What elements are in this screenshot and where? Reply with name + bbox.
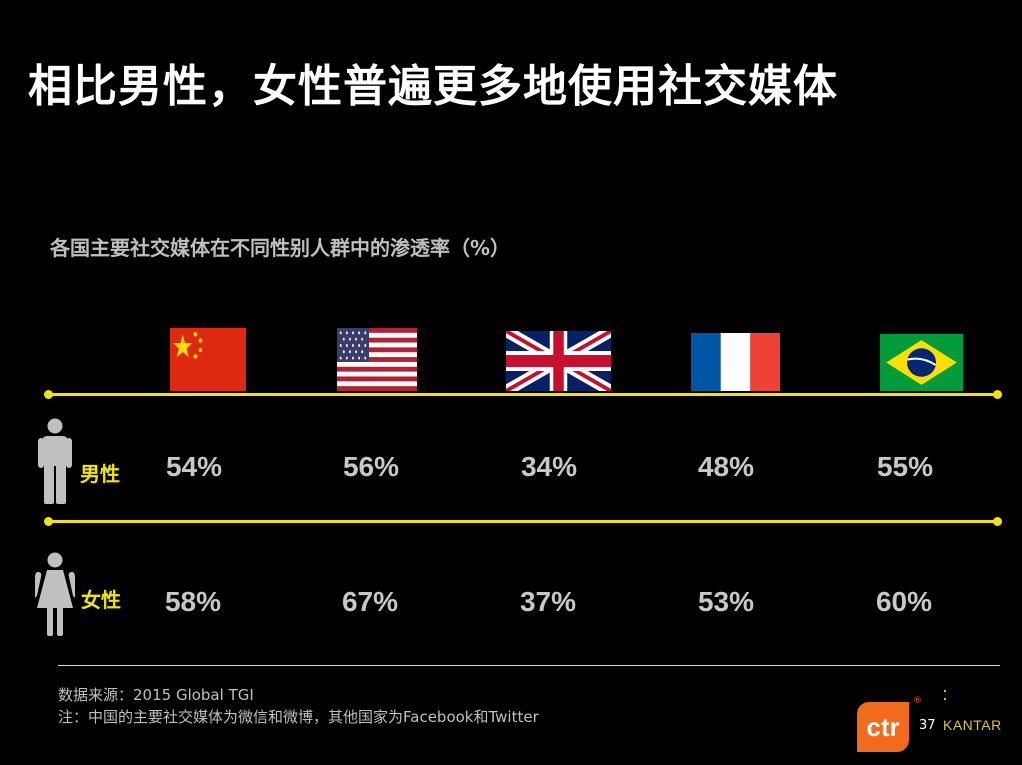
line-endpoint xyxy=(993,390,1002,399)
male-uk-value: 34% xyxy=(520,451,578,482)
male-usa-value: 56% xyxy=(342,451,400,482)
female-china-value: 58% xyxy=(164,586,222,617)
female-person-icon xyxy=(31,552,79,636)
male-brazil-value: 55% xyxy=(876,451,934,482)
france-flag xyxy=(691,333,780,391)
source-note: 数据来源：2015 Global TGI xyxy=(58,686,254,704)
brazil-flag xyxy=(880,334,963,391)
footnote: 注：中国的主要社交媒体为微信和微博，其他国家为Facebook和Twitter xyxy=(58,708,539,726)
male-person-icon xyxy=(37,418,73,506)
china-flag xyxy=(170,328,246,391)
kantar-dots xyxy=(944,690,946,706)
middle-divider-line xyxy=(49,520,998,523)
ctr-logo: ctr xyxy=(857,702,909,752)
footer-divider xyxy=(58,665,1000,666)
line-endpoint xyxy=(44,390,53,399)
page-title: 相比男性，女性普遍更多地使用社交媒体 xyxy=(28,61,838,112)
line-endpoint xyxy=(44,517,53,526)
male-china-value: 54% xyxy=(165,451,223,482)
uk-flag xyxy=(506,331,611,391)
female-france-value: 53% xyxy=(697,586,755,617)
male-row-label: 男性 xyxy=(80,462,120,486)
line-endpoint xyxy=(993,517,1002,526)
female-brazil-value: 60% xyxy=(875,586,933,617)
female-row-label: 女性 xyxy=(81,588,121,612)
registered-mark: ® xyxy=(913,696,922,706)
top-divider-line xyxy=(49,393,998,396)
chart-subtitle: 各国主要社交媒体在不同性别人群中的渗透率（%） xyxy=(50,236,511,260)
page-number: 37 xyxy=(919,718,936,733)
male-france-value: 48% xyxy=(697,451,755,482)
female-usa-value: 67% xyxy=(341,586,399,617)
usa-flag xyxy=(337,328,417,391)
kantar-logo: KANTAR xyxy=(943,717,1002,733)
female-uk-value: 37% xyxy=(519,586,577,617)
